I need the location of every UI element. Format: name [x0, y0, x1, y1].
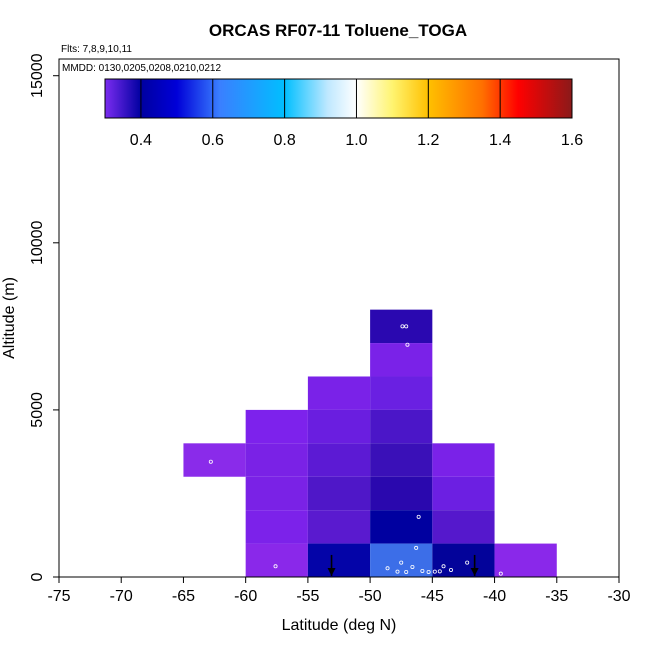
x-tick-label: -70 — [110, 588, 133, 605]
heatmap-cell — [307, 376, 371, 410]
y-tick-label: 15000 — [29, 53, 46, 98]
colorbar-tick-label: 1.6 — [561, 132, 583, 149]
sample-point — [399, 560, 404, 565]
colorbar-tick-label: 1.0 — [345, 132, 367, 149]
x-tick-label: -75 — [47, 588, 70, 605]
flight-marker — [470, 554, 479, 576]
x-tick-label: -45 — [421, 588, 444, 605]
heatmap-cell — [432, 476, 495, 511]
heatmap-cell — [370, 443, 433, 477]
sample-point — [441, 564, 446, 569]
colorbar-tick-label: 1.4 — [489, 132, 511, 149]
heatmap-cells — [183, 309, 557, 577]
sample-point — [437, 569, 442, 574]
y-tick-label: 10000 — [29, 220, 46, 265]
y-tick-label: 5000 — [29, 392, 46, 428]
sample-point — [416, 514, 421, 519]
colorbar: 0.4 0.6 0.8 1.0 1.2 1.4 1.6 — [104, 78, 583, 149]
heatmap-cell — [370, 376, 433, 410]
x-tick-label: -40 — [483, 588, 506, 605]
y-tick-label: 0 — [29, 572, 46, 581]
marker-arrowhead — [470, 568, 479, 576]
x-tick-label: -65 — [172, 588, 195, 605]
heatmap-cell — [370, 409, 433, 444]
heatmap-cell — [183, 443, 246, 477]
x-tick-label: -60 — [234, 588, 257, 605]
heatmap-cell — [370, 543, 433, 577]
colorbar-tick-label: 0.6 — [202, 132, 224, 149]
flight-markers — [327, 554, 479, 576]
heatmap-cell — [307, 543, 371, 577]
sample-point — [432, 569, 437, 574]
sample-point — [400, 324, 405, 329]
sample-point — [410, 564, 415, 569]
heatmap-cell — [245, 543, 308, 577]
sample-point — [404, 569, 409, 574]
sample-point — [498, 571, 503, 576]
heatmap-cell — [245, 476, 308, 511]
plot-area — [58, 58, 620, 578]
sample-point — [208, 459, 213, 464]
x-axis: -75 -70 -65 -60 -55 -50 -45 -40 -35 -30 — [47, 577, 631, 605]
x-tick-label: -55 — [296, 588, 319, 605]
flights-info: Flts: 7,8,9,10,11 — [61, 44, 132, 55]
x-tick-label: -35 — [545, 588, 568, 605]
heatmap-cell — [245, 409, 308, 444]
x-tick-label: -30 — [607, 588, 630, 605]
heatmap-cell — [370, 343, 433, 377]
heatmap-cell — [307, 409, 371, 444]
heatmap-cell — [432, 443, 495, 477]
y-axis: 0 5000 10000 15000 — [29, 53, 59, 581]
heatmap-cell — [494, 543, 557, 577]
heatmap-cell — [432, 510, 495, 544]
sample-points — [208, 324, 503, 576]
sample-point — [420, 568, 425, 573]
colorbar-tick-label: 1.2 — [417, 132, 439, 149]
sample-point — [273, 564, 278, 569]
flight-marker — [327, 554, 336, 576]
marker-arrowhead — [327, 568, 336, 576]
x-axis-label: Latitude (deg N) — [282, 617, 397, 634]
heatmap-cell — [370, 510, 433, 544]
sample-point — [405, 342, 410, 347]
sample-point — [404, 324, 409, 329]
plot-frame — [58, 58, 620, 578]
y-axis-label: Altitude (m) — [1, 277, 18, 359]
heatmap-cell — [245, 443, 308, 477]
heatmap-cell — [370, 476, 433, 511]
heatmap-cell — [432, 543, 495, 577]
colorbar-tick-label: 0.8 — [273, 132, 295, 149]
colorbar-scale — [104, 78, 573, 119]
heatmap-cell — [245, 510, 308, 544]
dates-info: MMDD: 0130,0205,0208,0210,0212 — [62, 63, 221, 74]
sample-point — [448, 567, 453, 572]
sample-point — [465, 560, 470, 565]
heatmap-cell — [307, 510, 371, 544]
chart-title: ORCAS RF07-11 Toluene_TOGA — [209, 21, 467, 40]
heatmap-cell — [307, 476, 371, 511]
sample-point — [395, 569, 400, 574]
sample-point — [385, 566, 390, 571]
sample-point — [426, 569, 431, 574]
heatmap-cell — [307, 443, 371, 477]
colorbar-ticks: 0.4 0.6 0.8 1.0 1.2 1.4 1.6 — [130, 79, 583, 149]
x-tick-label: -50 — [359, 588, 382, 605]
sample-point — [414, 545, 419, 550]
colorbar-tick-label: 0.4 — [130, 132, 152, 149]
